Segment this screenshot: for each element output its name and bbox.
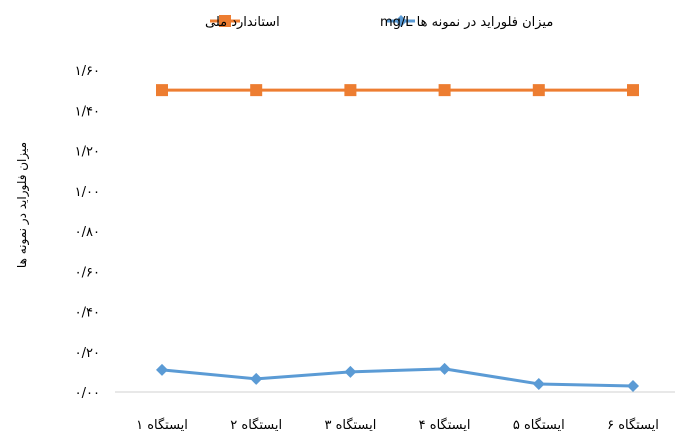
data-point-s0-1 bbox=[250, 372, 263, 385]
y-tick-label-2: ۰/۴۰ bbox=[75, 306, 100, 321]
y-tick-label-3: ۰/۶۰ bbox=[75, 265, 100, 280]
x-category-label-1: ایستگاه ۲ bbox=[230, 417, 282, 433]
legend-item-national-standard: استاندارد ملی bbox=[205, 15, 280, 30]
data-point-s1-4 bbox=[532, 84, 545, 97]
x-category-label-2: ایستگاه ۳ bbox=[324, 417, 376, 433]
y-tick-label-4: ۰/۸۰ bbox=[75, 225, 100, 240]
y-tick-label-7: ۱/۴۰ bbox=[75, 104, 100, 119]
data-point-s0-5 bbox=[627, 379, 639, 392]
x-category-label-4: ایستگاه ۵ bbox=[513, 417, 565, 433]
x-axis-tick-labels: ایستگاه ۱ ایستگاه ۲ ایستگاه ۳ ایستگاه ۴ ایست… bbox=[136, 417, 659, 433]
data-point-s1-2 bbox=[344, 84, 357, 97]
legend: میزان فلوراید در نمونه ها mg/L استاندارد… bbox=[205, 15, 553, 30]
legend-label-fluoride: میزان فلوراید در نمونه ها mg/L bbox=[380, 15, 553, 30]
legend-label-national-standard: استاندارد ملی bbox=[205, 15, 280, 30]
legend-item-fluoride: میزان فلوراید در نمونه ها mg/L bbox=[380, 15, 553, 30]
y-tick-label-1: ۰/۲۰ bbox=[75, 346, 100, 361]
series-0 bbox=[156, 362, 639, 392]
y-axis-tick-labels: ۰/۰۰ ۰/۲۰ ۰/۴۰ ۰/۶۰ ۰/۸۰ ۱/۰۰ ۱/۲۰ ۱/۴۰ ۱/۶۰ bbox=[75, 64, 100, 401]
series-layer bbox=[156, 84, 639, 392]
data-point-s0-2 bbox=[344, 365, 357, 378]
data-point-s1-0 bbox=[156, 84, 168, 97]
y-tick-label-8: ۱/۶۰ bbox=[75, 64, 100, 79]
x-category-label-3: ایستگاه ۴ bbox=[419, 417, 471, 433]
data-point-s0-4 bbox=[532, 377, 545, 390]
legend-swatch-marker-standard bbox=[219, 15, 231, 27]
data-point-s0-3 bbox=[438, 362, 451, 375]
series-1 bbox=[156, 84, 639, 97]
series-line-0 bbox=[161, 367, 634, 388]
x-category-label-0: ایستگاه ۱ bbox=[136, 417, 188, 433]
y-tick-label-6: ۱/۲۰ bbox=[75, 145, 100, 160]
legend-swatch-marker-fluoride bbox=[395, 15, 407, 27]
x-category-label-5: ایستگاه ۶ bbox=[607, 417, 659, 433]
y-axis-title: میزان فلوراید در نمونه ها bbox=[15, 142, 30, 268]
y-tick-label-0: ۰/۰۰ bbox=[75, 386, 100, 401]
data-point-s1-3 bbox=[438, 84, 451, 97]
data-point-s1-5 bbox=[627, 84, 639, 97]
data-point-s0-0 bbox=[156, 363, 168, 376]
data-point-s1-1 bbox=[250, 84, 263, 97]
y-tick-label-5: ۱/۰۰ bbox=[75, 185, 100, 200]
